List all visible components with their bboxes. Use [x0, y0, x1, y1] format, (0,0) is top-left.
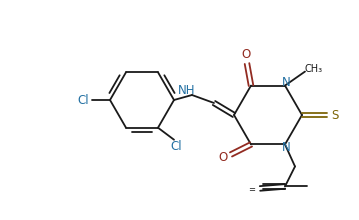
Text: NH: NH	[178, 84, 196, 97]
Text: N: N	[281, 76, 290, 89]
Text: N: N	[281, 141, 290, 154]
Text: S: S	[331, 108, 339, 121]
Text: O: O	[241, 48, 251, 61]
Text: Cl: Cl	[170, 140, 182, 153]
Text: CH₃: CH₃	[305, 64, 323, 73]
Text: O: O	[218, 151, 228, 164]
Text: =: =	[248, 185, 256, 194]
Text: Cl: Cl	[77, 94, 89, 106]
